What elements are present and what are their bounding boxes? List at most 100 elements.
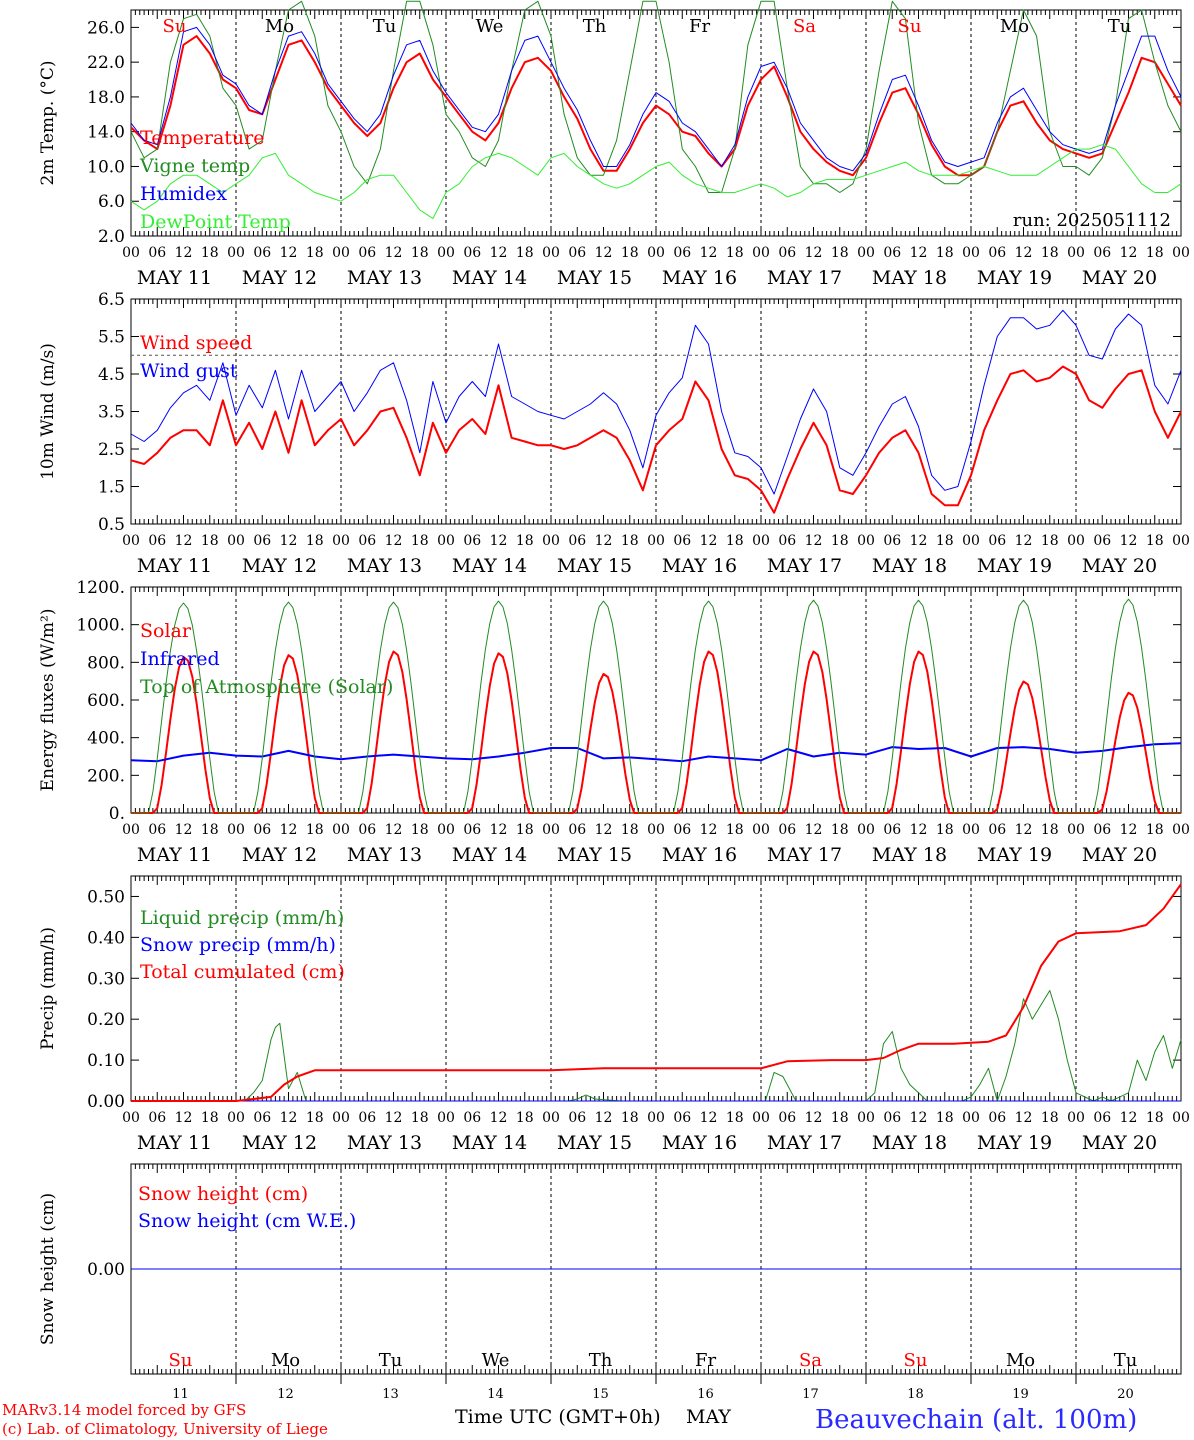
legend-entry: Temperature [140, 127, 264, 149]
hour-tick-label: 18 [1041, 1110, 1059, 1126]
date-label: MAY 14 [452, 844, 527, 866]
date-label: MAY 18 [872, 844, 947, 866]
hour-tick-label: 12 [1015, 533, 1033, 549]
date-label: MAY 16 [662, 267, 737, 289]
station-label: Beauvechain (alt. 100m) [815, 1405, 1137, 1435]
hour-tick-label: 18 [1041, 822, 1059, 838]
hour-tick-label: 18 [831, 1110, 849, 1126]
y-tick-label: 6.5 [98, 290, 125, 310]
hour-tick-label: 00 [962, 1110, 980, 1126]
y-tick-label: 10.0 [87, 157, 125, 177]
hour-tick-label: 12 [595, 1110, 613, 1126]
hour-tick-label: 18 [411, 533, 429, 549]
hour-tick-label: 12 [595, 533, 613, 549]
date-label: MAY 16 [662, 1132, 737, 1154]
day-number: 15 [592, 1387, 609, 1402]
day-abbr: Mo [1006, 1350, 1035, 1371]
day-number: 11 [172, 1387, 189, 1402]
hour-tick-label: 18 [936, 822, 954, 838]
y-tick-label: 0. [109, 804, 125, 824]
hour-tick-label: 12 [805, 245, 823, 261]
hour-tick-label: 00 [857, 1110, 875, 1126]
hour-tick-label: 18 [831, 822, 849, 838]
hour-tick-label: 00 [1067, 1110, 1085, 1126]
hour-tick-label: 12 [595, 822, 613, 838]
y-tick-label: 0.5 [98, 515, 125, 535]
hour-tick-label: 06 [148, 245, 166, 261]
y-tick-label: 0.00 [87, 1092, 125, 1112]
hour-tick-label: 18 [516, 1110, 534, 1126]
y-tick-label: 18.0 [87, 88, 125, 108]
hour-tick-label: 18 [201, 822, 219, 838]
day-number: 20 [1117, 1387, 1134, 1402]
hour-tick-label: 06 [778, 245, 796, 261]
hour-tick-label: 18 [726, 1110, 744, 1126]
y-tick-label: 5.5 [98, 328, 125, 348]
day-abbr: Mo [265, 16, 294, 37]
hour-tick-label: 12 [1015, 822, 1033, 838]
hour-tick-label: 06 [568, 1110, 586, 1126]
day-abbr: Tu [379, 1350, 403, 1371]
hour-tick-label: 06 [568, 533, 586, 549]
series-wind-gust [130, 309, 1182, 495]
hour-tick-label: 06 [253, 533, 271, 549]
hour-tick-label: 12 [805, 533, 823, 549]
date-label: MAY 19 [977, 267, 1052, 289]
y-tick-label: 2.0 [98, 227, 125, 247]
y-tick-label: 4.5 [98, 365, 125, 385]
hour-tick-label: 06 [568, 822, 586, 838]
panel-frame [130, 298, 1182, 525]
y-tick-label: 26.0 [87, 18, 125, 38]
series-dewpoint-temp [130, 144, 1182, 220]
date-label: MAY 16 [662, 555, 737, 577]
hour-tick-label: 18 [306, 822, 324, 838]
date-label: MAY 16 [662, 844, 737, 866]
series-humidex [130, 26, 1182, 172]
date-label: MAY 17 [767, 844, 842, 866]
legend-entry: Snow height (cm W.E.) [138, 1210, 356, 1232]
date-label: MAY 15 [557, 844, 632, 866]
date-label: MAY 20 [1082, 1132, 1157, 1154]
hour-tick-label: 06 [673, 245, 691, 261]
hour-tick-label: 00 [332, 533, 350, 549]
hour-tick-label: 00 [1067, 245, 1085, 261]
hour-tick-label: 12 [805, 1110, 823, 1126]
series-liquid-precip-mm-h- [131, 990, 1182, 1102]
hour-tick-label: 12 [280, 533, 298, 549]
hour-tick-label: 12 [1120, 245, 1138, 261]
date-label: MAY 15 [557, 1132, 632, 1154]
date-label: MAY 18 [872, 1132, 947, 1154]
day-number: 19 [1012, 1387, 1029, 1402]
hour-tick-label: 06 [883, 822, 901, 838]
date-label: MAY 11 [137, 267, 212, 289]
hour-tick-label: 18 [936, 533, 954, 549]
legend-entry: Total cumulated (cm) [140, 961, 345, 983]
day-abbr: Fr [695, 1350, 716, 1371]
hour-tick-label: 00 [752, 1110, 770, 1126]
y-tick-label: 0.50 [87, 887, 125, 907]
hour-tick-label: 18 [621, 1110, 639, 1126]
hour-tick-label: 00 [752, 533, 770, 549]
hour-tick-label: 00 [437, 1110, 455, 1126]
hour-tick-label: 18 [411, 822, 429, 838]
y-tick-label: 1.5 [98, 478, 125, 498]
hour-tick-label: 18 [726, 822, 744, 838]
day-abbr: Su [904, 1350, 928, 1371]
hour-tick-label: 18 [201, 1110, 219, 1126]
hour-tick-label: 18 [831, 533, 849, 549]
y-axis-label: 2m Temp. (°C) [38, 60, 58, 185]
hour-tick-label: 18 [1041, 533, 1059, 549]
day-number: 16 [697, 1387, 714, 1402]
day-abbr: Tu [373, 16, 397, 37]
hour-tick-label: 12 [490, 245, 508, 261]
hour-tick-label: 18 [621, 245, 639, 261]
hour-tick-label: 12 [700, 822, 718, 838]
day-abbr: Sa [799, 1350, 822, 1371]
date-label: MAY 18 [872, 267, 947, 289]
date-label: MAY 12 [242, 555, 317, 577]
y-axis-label: Energy fluxes (W/m²) [38, 609, 58, 792]
y-tick-label: 3.5 [98, 403, 125, 423]
hour-tick-label: 12 [595, 245, 613, 261]
hour-tick-label: 12 [490, 1110, 508, 1126]
hour-tick-label: 12 [700, 1110, 718, 1126]
